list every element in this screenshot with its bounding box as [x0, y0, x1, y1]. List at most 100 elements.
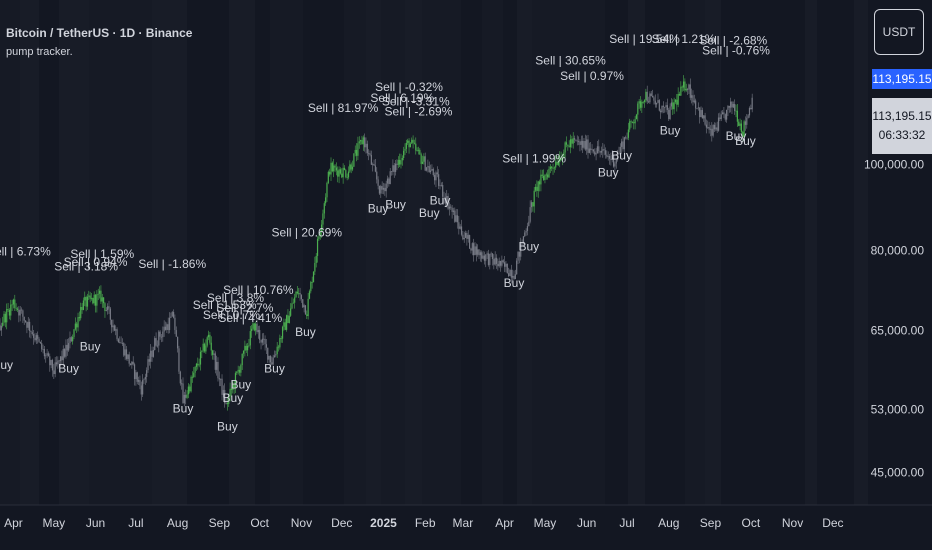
candle-body: [568, 145, 570, 148]
candle-body: [244, 345, 246, 351]
candle-body: [151, 350, 153, 357]
candle-body: [704, 115, 706, 125]
candle-body: [234, 373, 237, 388]
candle-body: [240, 365, 242, 373]
candle-body: [556, 161, 558, 165]
candle-body: [695, 100, 697, 109]
currency-button[interactable]: USDT: [874, 9, 924, 55]
candle-body: [300, 294, 303, 300]
candle-body: [688, 84, 690, 90]
candle-body: [295, 291, 297, 298]
sell-label: Sell | 30.65%: [535, 54, 606, 68]
candle-body: [257, 330, 259, 333]
indicator-name[interactable]: pump tracker.: [6, 46, 73, 58]
candle-body: [148, 359, 150, 362]
candle-body: [408, 140, 410, 148]
candle-body: [691, 95, 693, 98]
candle-body: [709, 128, 712, 130]
buy-marker: Buy: [735, 134, 756, 148]
candle-body: [478, 249, 480, 256]
candle-body: [647, 101, 650, 103]
candle-body: [308, 291, 311, 299]
sell-label: Sell | -2.68%: [699, 33, 767, 47]
candle-body: [360, 140, 362, 142]
candle-body: [8, 309, 11, 316]
candle-body: [619, 146, 621, 154]
candle-body: [154, 338, 156, 351]
candle-body: [482, 255, 484, 259]
candle-body: [121, 342, 124, 344]
candle-body: [503, 262, 506, 267]
session-band: [844, 0, 854, 505]
candle-body: [147, 359, 149, 371]
time-tick-label: Jul: [128, 516, 143, 530]
candle-body: [0, 324, 1, 331]
candle-body: [682, 81, 685, 88]
time-axis[interactable]: Apr May Jun Jul Aug Sep Oct Nov Dec 2025 Feb Mar Apr…: [0, 504, 932, 550]
candle-body: [129, 363, 132, 366]
buy-markers: BuyBuyBuyBuyBuyBuyBuyBuyBuyBuyBuyBuyBuyB…: [0, 124, 756, 434]
candle-body: [288, 315, 290, 324]
candle-body: [361, 140, 363, 145]
candle-body: [365, 143, 367, 148]
symbol-title[interactable]: Bitcoin / TetherUS · 1D · Binance: [6, 26, 193, 40]
candle-body: [396, 163, 398, 165]
buy-marker: Buy: [611, 149, 632, 163]
candle-body: [401, 157, 403, 161]
sell-label: Sell | -0.76%: [702, 43, 770, 57]
candle-body: [7, 308, 9, 310]
time-tick-label: Jul: [619, 516, 634, 530]
candle-body: [599, 151, 601, 153]
time-tick-label: Mar: [453, 516, 474, 530]
candle-body: [739, 123, 741, 126]
candle-body: [460, 226, 463, 235]
candle-body: [506, 263, 508, 274]
candle-body: [246, 345, 249, 351]
candle-body: [245, 345, 247, 351]
candle-body: [226, 402, 229, 404]
candle-body: [534, 186, 537, 191]
candle-body: [372, 163, 374, 165]
candle-body: [580, 140, 582, 145]
candle-body: [286, 315, 288, 330]
candle-body: [329, 171, 331, 175]
candle-body: [699, 107, 701, 118]
candle-body: [213, 353, 215, 355]
candle-body: [253, 323, 255, 331]
candle-body: [228, 396, 230, 404]
candle-body: [498, 260, 500, 267]
candle-body: [404, 148, 406, 151]
candle-body: [142, 380, 144, 395]
session-band: [59, 0, 68, 505]
candle-body: [549, 166, 551, 170]
candle-body: [417, 149, 420, 151]
candle-body: [651, 96, 654, 98]
price-tick-label: 65,000.00: [871, 324, 925, 338]
candle-body: [107, 306, 109, 311]
candle-body: [177, 336, 179, 349]
candle-body: [661, 105, 663, 113]
candle-body: [331, 162, 333, 172]
candle-body: [242, 350, 245, 354]
candle-body: [590, 148, 592, 150]
candle-body: [374, 165, 377, 172]
candle-body: [70, 337, 72, 342]
session-band: [317, 0, 344, 505]
candle-body: [357, 143, 359, 156]
candle-body: [366, 143, 368, 154]
candle-body: [275, 354, 277, 356]
candle-body: [338, 169, 340, 177]
price-axis[interactable]: 45,000.00 53,000.00 65,000.00 80,000.00 100,…: [864, 0, 932, 550]
candle-body: [125, 349, 128, 359]
candle-body: [712, 124, 714, 136]
candle-body: [143, 379, 145, 381]
candle-body: [607, 155, 609, 157]
candle-body: [681, 86, 683, 88]
candle-body: [490, 253, 492, 255]
candle-body: [190, 376, 192, 392]
candle-body: [16, 308, 19, 310]
candle-body: [100, 290, 102, 302]
candle-body: [390, 171, 393, 173]
candle-body: [403, 150, 405, 158]
